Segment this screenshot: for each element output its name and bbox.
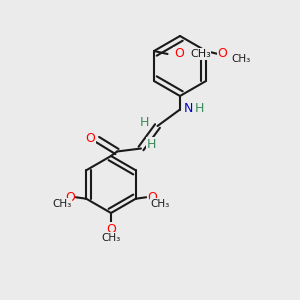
- Text: O: O: [147, 191, 157, 204]
- Text: N: N: [184, 101, 193, 115]
- Text: H: H: [194, 101, 204, 115]
- Text: H: H: [139, 116, 149, 130]
- Text: O: O: [65, 191, 75, 204]
- Text: H: H: [147, 137, 156, 151]
- Text: CH₃: CH₃: [190, 49, 211, 59]
- Text: O: O: [218, 47, 227, 61]
- Text: O: O: [174, 47, 184, 61]
- Text: CH₃: CH₃: [150, 199, 169, 209]
- Text: O: O: [85, 131, 95, 145]
- Text: CH₃: CH₃: [231, 54, 250, 64]
- Text: CH₃: CH₃: [53, 199, 72, 209]
- Text: CH₃: CH₃: [101, 233, 121, 243]
- Text: O: O: [106, 223, 116, 236]
